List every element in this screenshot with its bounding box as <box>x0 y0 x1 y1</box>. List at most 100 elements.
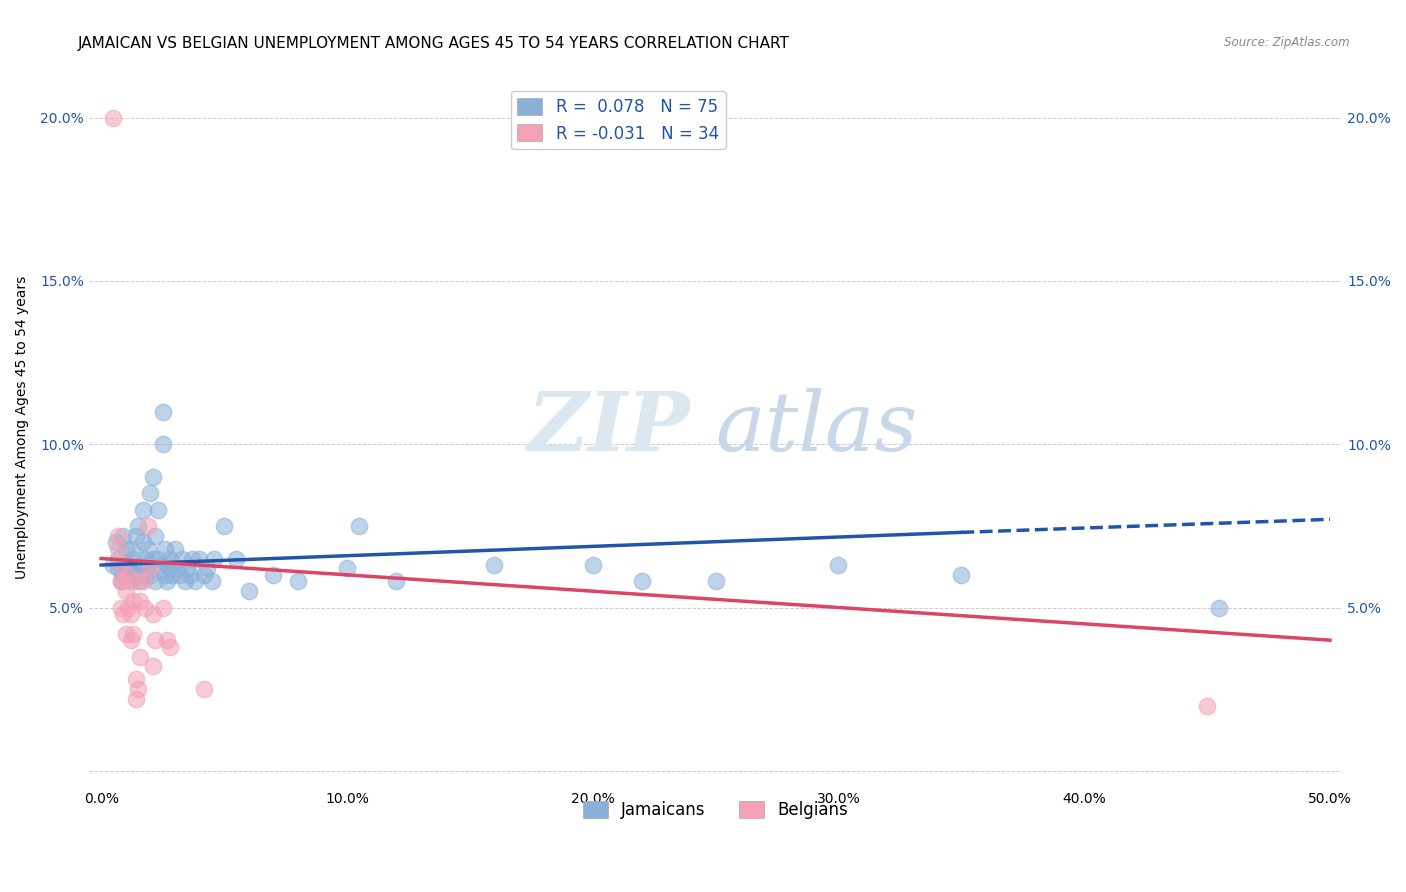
Point <box>156 633 179 648</box>
Point <box>176 561 198 575</box>
Point <box>202 551 225 566</box>
Point <box>127 682 149 697</box>
Point <box>124 528 146 542</box>
Point <box>347 519 370 533</box>
Point <box>143 528 166 542</box>
Point <box>120 541 142 556</box>
Point <box>336 561 359 575</box>
Point <box>152 404 174 418</box>
Point <box>107 528 129 542</box>
Point <box>142 659 165 673</box>
Point <box>127 519 149 533</box>
Point <box>950 567 973 582</box>
Point <box>201 574 224 589</box>
Point <box>139 561 162 575</box>
Point <box>132 535 155 549</box>
Point <box>827 558 849 572</box>
Point <box>124 692 146 706</box>
Point <box>114 541 136 556</box>
Point <box>166 561 188 575</box>
Point <box>110 600 132 615</box>
Point <box>112 567 135 582</box>
Point <box>142 607 165 621</box>
Point <box>110 574 132 589</box>
Point <box>193 567 215 582</box>
Point <box>183 574 205 589</box>
Point <box>117 567 139 582</box>
Point <box>162 567 184 582</box>
Point <box>704 574 727 589</box>
Point <box>103 558 125 572</box>
Point <box>122 594 145 608</box>
Point <box>1208 600 1230 615</box>
Point <box>159 640 181 654</box>
Point <box>212 519 235 533</box>
Point <box>117 600 139 615</box>
Point <box>129 594 152 608</box>
Point <box>127 567 149 582</box>
Point <box>225 551 247 566</box>
Point <box>156 574 179 589</box>
Point <box>142 551 165 566</box>
Point <box>134 567 156 582</box>
Point <box>120 574 142 589</box>
Point <box>136 558 159 572</box>
Point <box>114 584 136 599</box>
Text: atlas: atlas <box>716 388 918 467</box>
Point <box>172 551 194 566</box>
Point <box>139 486 162 500</box>
Point <box>152 600 174 615</box>
Text: Source: ZipAtlas.com: Source: ZipAtlas.com <box>1225 36 1350 49</box>
Point <box>484 558 506 572</box>
Text: ZIP: ZIP <box>527 388 690 467</box>
Point <box>112 528 135 542</box>
Point <box>262 567 284 582</box>
Point <box>142 470 165 484</box>
Point <box>120 607 142 621</box>
Y-axis label: Unemployment Among Ages 45 to 54 years: Unemployment Among Ages 45 to 54 years <box>15 277 30 580</box>
Point <box>107 561 129 575</box>
Point <box>117 567 139 582</box>
Point <box>238 584 260 599</box>
Point <box>159 561 181 575</box>
Point <box>156 558 179 572</box>
Point <box>122 567 145 582</box>
Point <box>582 558 605 572</box>
Point <box>114 561 136 575</box>
Point <box>132 502 155 516</box>
Point <box>107 541 129 556</box>
Point <box>169 567 191 582</box>
Point <box>112 574 135 589</box>
Point <box>630 574 652 589</box>
Point <box>153 541 176 556</box>
Point <box>103 111 125 125</box>
Point <box>136 519 159 533</box>
Point <box>188 551 211 566</box>
Point <box>132 574 155 589</box>
Point <box>110 574 132 589</box>
Point <box>129 574 152 589</box>
Point <box>173 574 195 589</box>
Point <box>287 574 309 589</box>
Point <box>122 626 145 640</box>
Point <box>149 558 172 572</box>
Point <box>134 600 156 615</box>
Point <box>122 551 145 566</box>
Point <box>179 567 201 582</box>
Point <box>146 502 169 516</box>
Point <box>152 437 174 451</box>
Point <box>134 551 156 566</box>
Point <box>143 633 166 648</box>
Point <box>114 626 136 640</box>
Point <box>124 561 146 575</box>
Point <box>129 649 152 664</box>
Point <box>146 551 169 566</box>
Point <box>110 558 132 572</box>
Point <box>163 541 186 556</box>
Point <box>1197 698 1219 713</box>
Point <box>107 551 129 566</box>
Point <box>112 607 135 621</box>
Point <box>385 574 408 589</box>
Point <box>124 673 146 687</box>
Point <box>129 558 152 572</box>
